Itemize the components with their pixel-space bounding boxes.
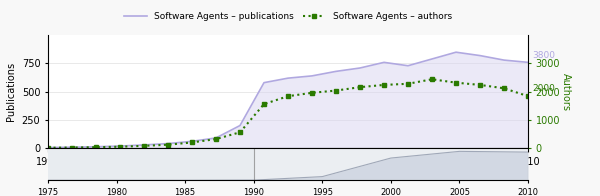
Software Agents – authors [452, 82, 460, 84]
Software Agents – authors [116, 146, 124, 148]
Software Agents – publications [452, 51, 460, 53]
Software Agents – publications [260, 82, 268, 84]
Software Agents – authors [476, 84, 484, 86]
Software Agents – authors [284, 95, 292, 97]
Software Agents – publications [524, 61, 532, 64]
Software Agents – publications [44, 146, 52, 149]
Software Agents – publications [332, 70, 340, 73]
Software Agents – authors [428, 78, 436, 80]
Software Agents – publications [404, 64, 412, 67]
Software Agents – authors [356, 86, 364, 88]
Software Agents – publications [164, 142, 172, 145]
Software Agents – publications [284, 77, 292, 79]
Software Agents – publications [476, 54, 484, 57]
Software Agents – publications [212, 137, 220, 139]
Bar [254, 148, 528, 180]
Software Agents – publications [356, 67, 364, 69]
Software Agents – publications [92, 146, 100, 148]
Legend: Software Agents – publications, Software Agents – authors: Software Agents – publications, Software… [121, 8, 455, 25]
Software Agents – publications [140, 144, 148, 146]
Software Agents – authors [44, 147, 52, 149]
Software Agents – publications [68, 146, 76, 148]
Software Agents – publications [500, 59, 508, 61]
Software Agents – authors [500, 87, 508, 90]
Text: 2000: 2000 [532, 84, 555, 93]
Software Agents – publications [116, 145, 124, 147]
Software Agents – authors [68, 146, 76, 149]
Software Agents – publications [380, 61, 388, 64]
Software Agents – authors [188, 141, 196, 144]
Software Agents – publications [428, 58, 436, 60]
Line: Software Agents – publications: Software Agents – publications [48, 52, 528, 148]
Y-axis label: Authors: Authors [562, 73, 571, 111]
Software Agents – authors [140, 145, 148, 147]
Software Agents – authors [236, 131, 244, 133]
Software Agents – authors [260, 103, 268, 105]
Software Agents – authors [92, 146, 100, 148]
Line: Software Agents – authors: Software Agents – authors [46, 78, 530, 150]
Software Agents – authors [212, 138, 220, 140]
Software Agents – authors [524, 95, 532, 97]
Software Agents – authors [332, 89, 340, 92]
Software Agents – publications [308, 75, 316, 77]
Text: 3800: 3800 [532, 51, 555, 60]
Software Agents – publications [188, 140, 196, 142]
Software Agents – publications [236, 124, 244, 127]
Software Agents – authors [164, 143, 172, 146]
Software Agents – authors [308, 92, 316, 94]
Software Agents – authors [404, 83, 412, 85]
Y-axis label: Publications: Publications [6, 62, 16, 121]
Software Agents – authors [380, 84, 388, 86]
